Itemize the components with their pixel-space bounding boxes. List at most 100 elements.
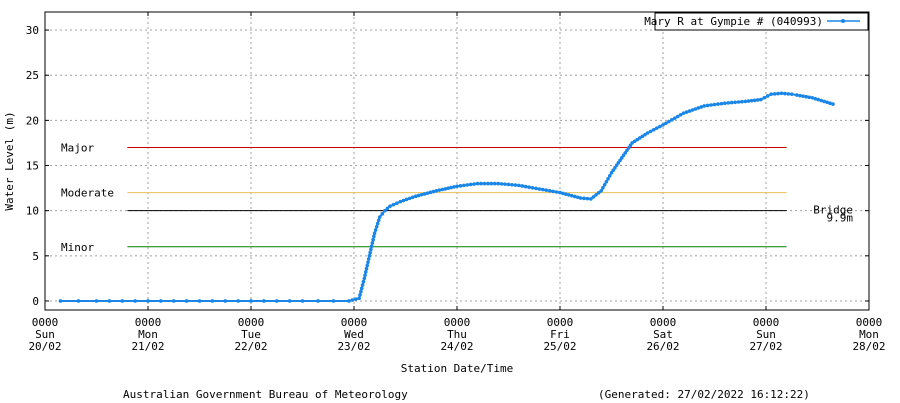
series-marker — [558, 190, 562, 195]
series-marker — [472, 182, 476, 186]
series-marker — [572, 194, 577, 199]
series-marker — [765, 94, 770, 98]
x-tick-label: 22/02 — [234, 340, 267, 353]
series-marker — [807, 95, 812, 100]
series-marker — [506, 182, 511, 187]
series-marker — [789, 92, 794, 96]
x-tick-label: 23/02 — [337, 340, 370, 353]
series-marker — [223, 299, 228, 303]
series-marker — [544, 188, 549, 192]
threshold-value-label: 9.9m — [827, 212, 854, 225]
series-marker — [374, 224, 379, 229]
series-marker — [596, 191, 601, 195]
series-marker — [362, 276, 367, 281]
series-marker — [640, 134, 645, 139]
series-marker — [503, 182, 507, 186]
x-axis-label: Station Date/Time — [401, 362, 514, 375]
series-marker — [825, 100, 829, 105]
series-marker — [530, 185, 535, 190]
series-marker — [353, 297, 358, 301]
series-marker — [262, 299, 266, 303]
series-marker — [798, 93, 802, 98]
series-marker — [369, 247, 373, 252]
x-tick-label: 0000 — [650, 316, 677, 329]
series-marker — [419, 192, 424, 197]
series-marker — [414, 194, 418, 199]
series-marker — [287, 299, 292, 303]
x-tick-label: Fri — [550, 328, 570, 341]
y-tick-label: 10 — [26, 205, 39, 218]
series-marker — [816, 97, 821, 102]
series-marker — [171, 299, 176, 303]
series-marker — [363, 273, 367, 277]
series-marker — [733, 100, 737, 105]
series-marker — [684, 110, 689, 114]
series-marker — [828, 101, 832, 106]
threshold-label: Moderate — [61, 187, 114, 200]
x-tick-label: 0000 — [856, 316, 883, 329]
series-marker — [786, 92, 791, 96]
series-marker — [678, 113, 683, 117]
series-marker — [589, 197, 593, 201]
series-marker — [709, 103, 713, 107]
series-marker — [452, 185, 456, 189]
series-marker — [58, 299, 63, 303]
series-marker — [681, 111, 686, 115]
series-marker — [523, 184, 528, 189]
series-marker — [776, 91, 780, 96]
series-marker — [638, 136, 642, 140]
series-marker — [655, 126, 659, 130]
series-marker — [632, 139, 637, 144]
series-marker — [133, 299, 137, 303]
series-marker — [567, 193, 571, 197]
series-marker — [551, 189, 555, 194]
series-marker — [561, 191, 565, 196]
series-marker — [375, 221, 380, 226]
y-tick-label: 20 — [26, 114, 39, 127]
series-marker — [723, 101, 727, 106]
series-marker — [300, 299, 305, 303]
series-marker — [645, 131, 650, 135]
footer-generated: (Generated: 27/02/2022 16:12:22) — [598, 388, 810, 401]
series-marker — [699, 105, 704, 109]
series-marker — [373, 228, 378, 232]
series-marker — [367, 254, 372, 258]
series-marker — [475, 181, 480, 186]
series-marker — [440, 187, 445, 192]
series-marker — [455, 184, 459, 189]
series-marker — [350, 298, 355, 302]
x-tick-label: 0000 — [135, 316, 162, 329]
series-marker — [578, 196, 583, 200]
series-marker — [599, 189, 603, 193]
series-marker — [372, 234, 376, 239]
series-marker — [630, 141, 634, 145]
series-marker — [210, 299, 215, 303]
series-marker — [591, 195, 596, 199]
series-marker — [602, 182, 607, 187]
series-marker — [772, 92, 777, 96]
series-marker — [357, 296, 361, 301]
series-marker — [716, 102, 720, 106]
series-marker — [443, 187, 448, 191]
series-marker — [388, 204, 392, 208]
series-marker — [740, 99, 744, 104]
series-marker — [822, 99, 826, 104]
series-marker — [422, 192, 427, 196]
x-tick-label: Mon — [859, 328, 879, 341]
legend-label: Mary R at Gympie # (040993) — [644, 15, 823, 28]
series-marker — [564, 192, 568, 196]
series-marker — [365, 263, 370, 268]
legend-box — [654, 12, 869, 31]
series-marker — [569, 193, 574, 198]
series-marker — [736, 100, 741, 104]
y-tick-label: 0 — [32, 295, 39, 308]
series-marker — [601, 185, 605, 190]
series-marker — [249, 299, 253, 303]
threshold-label: Major — [61, 141, 94, 154]
series-marker — [391, 202, 396, 207]
x-tick-label: 24/02 — [440, 340, 473, 353]
y-tick-label: 30 — [26, 24, 39, 37]
series-marker — [496, 181, 501, 186]
series-marker — [547, 189, 552, 193]
series-marker — [377, 215, 382, 219]
